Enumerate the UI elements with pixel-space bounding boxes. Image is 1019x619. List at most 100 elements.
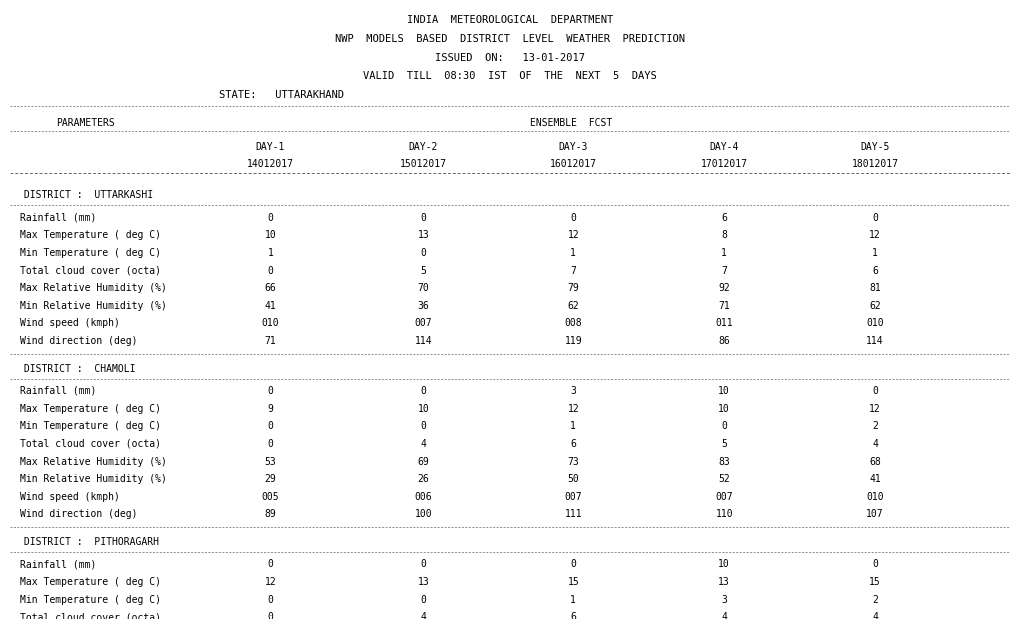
Text: 62: 62 xyxy=(868,301,880,311)
Text: 71: 71 xyxy=(717,301,730,311)
Text: 0: 0 xyxy=(267,595,273,605)
Text: 50: 50 xyxy=(567,474,579,484)
Text: 62: 62 xyxy=(567,301,579,311)
Text: 12: 12 xyxy=(567,404,579,413)
Text: INDIA  METEOROLOGICAL  DEPARTMENT: INDIA METEOROLOGICAL DEPARTMENT xyxy=(407,15,612,25)
Text: 7: 7 xyxy=(570,266,576,275)
Text: 70: 70 xyxy=(417,284,429,293)
Text: 119: 119 xyxy=(564,336,582,346)
Text: Wind speed (kmph): Wind speed (kmph) xyxy=(20,319,120,329)
Text: 86: 86 xyxy=(717,336,730,346)
Text: 010: 010 xyxy=(865,492,883,502)
Text: Min Relative Humidity (%): Min Relative Humidity (%) xyxy=(20,301,167,311)
Text: ENSEMBLE  FCST: ENSEMBLE FCST xyxy=(530,118,611,128)
Text: 29: 29 xyxy=(264,474,276,484)
Text: 0: 0 xyxy=(420,248,426,258)
Text: 4: 4 xyxy=(871,439,877,449)
Text: 83: 83 xyxy=(717,457,730,467)
Text: 0: 0 xyxy=(267,386,273,396)
Text: 6: 6 xyxy=(570,439,576,449)
Text: 68: 68 xyxy=(868,457,880,467)
Text: 10: 10 xyxy=(264,230,276,240)
Text: 0: 0 xyxy=(267,422,273,431)
Text: 13: 13 xyxy=(417,577,429,587)
Text: 0: 0 xyxy=(871,213,877,223)
Text: 0: 0 xyxy=(420,213,426,223)
Text: 114: 114 xyxy=(414,336,432,346)
Text: DAY-5: DAY-5 xyxy=(860,142,889,152)
Text: 52: 52 xyxy=(717,474,730,484)
Text: 3: 3 xyxy=(570,386,576,396)
Text: Min Temperature ( deg C): Min Temperature ( deg C) xyxy=(20,248,161,258)
Text: Wind direction (deg): Wind direction (deg) xyxy=(20,509,138,519)
Text: 0: 0 xyxy=(720,422,727,431)
Text: 6: 6 xyxy=(570,612,576,619)
Text: 26: 26 xyxy=(417,474,429,484)
Text: 1: 1 xyxy=(267,248,273,258)
Text: 0: 0 xyxy=(570,560,576,569)
Text: 6: 6 xyxy=(871,266,877,275)
Text: 4: 4 xyxy=(420,439,426,449)
Text: Min Temperature ( deg C): Min Temperature ( deg C) xyxy=(20,422,161,431)
Text: 6: 6 xyxy=(720,213,727,223)
Text: 2: 2 xyxy=(871,595,877,605)
Text: DAY-3: DAY-3 xyxy=(558,142,587,152)
Text: 8: 8 xyxy=(720,230,727,240)
Text: 0: 0 xyxy=(420,386,426,396)
Text: 4: 4 xyxy=(420,612,426,619)
Text: Max Relative Humidity (%): Max Relative Humidity (%) xyxy=(20,284,167,293)
Text: 89: 89 xyxy=(264,509,276,519)
Text: 1: 1 xyxy=(720,248,727,258)
Text: STATE:   UTTARAKHAND: STATE: UTTARAKHAND xyxy=(219,90,344,100)
Text: 007: 007 xyxy=(714,492,733,502)
Text: Rainfall (mm): Rainfall (mm) xyxy=(20,386,97,396)
Text: 4: 4 xyxy=(871,612,877,619)
Text: 3: 3 xyxy=(720,595,727,605)
Text: 73: 73 xyxy=(567,457,579,467)
Text: 011: 011 xyxy=(714,319,733,329)
Text: 36: 36 xyxy=(417,301,429,311)
Text: 010: 010 xyxy=(865,319,883,329)
Text: 18012017: 18012017 xyxy=(851,160,898,170)
Text: 007: 007 xyxy=(414,319,432,329)
Text: 0: 0 xyxy=(420,422,426,431)
Text: 010: 010 xyxy=(261,319,279,329)
Text: 4: 4 xyxy=(720,612,727,619)
Text: 13: 13 xyxy=(417,230,429,240)
Text: 5: 5 xyxy=(720,439,727,449)
Text: 2: 2 xyxy=(871,422,877,431)
Text: Min Temperature ( deg C): Min Temperature ( deg C) xyxy=(20,595,161,605)
Text: ISSUED  ON:   13-01-2017: ISSUED ON: 13-01-2017 xyxy=(434,53,585,63)
Text: 0: 0 xyxy=(570,213,576,223)
Text: VALID  TILL  08:30  IST  OF  THE  NEXT  5  DAYS: VALID TILL 08:30 IST OF THE NEXT 5 DAYS xyxy=(363,71,656,81)
Text: 0: 0 xyxy=(420,595,426,605)
Text: Max Temperature ( deg C): Max Temperature ( deg C) xyxy=(20,404,161,413)
Text: 66: 66 xyxy=(264,284,276,293)
Text: 110: 110 xyxy=(714,509,733,519)
Text: 17012017: 17012017 xyxy=(700,160,747,170)
Text: 0: 0 xyxy=(871,386,877,396)
Text: 007: 007 xyxy=(564,492,582,502)
Text: 006: 006 xyxy=(414,492,432,502)
Text: 79: 79 xyxy=(567,284,579,293)
Text: DISTRICT :  UTTARKASHI: DISTRICT : UTTARKASHI xyxy=(18,191,153,201)
Text: 7: 7 xyxy=(720,266,727,275)
Text: Wind speed (kmph): Wind speed (kmph) xyxy=(20,492,120,502)
Text: 12: 12 xyxy=(868,404,880,413)
Text: DISTRICT :  CHAMOLI: DISTRICT : CHAMOLI xyxy=(18,364,136,374)
Text: 13: 13 xyxy=(717,577,730,587)
Text: 16012017: 16012017 xyxy=(549,160,596,170)
Text: 0: 0 xyxy=(267,213,273,223)
Text: 1: 1 xyxy=(871,248,877,258)
Text: 69: 69 xyxy=(417,457,429,467)
Text: 0: 0 xyxy=(267,560,273,569)
Text: DAY-1: DAY-1 xyxy=(256,142,284,152)
Text: 1: 1 xyxy=(570,422,576,431)
Text: Total cloud cover (octa): Total cloud cover (octa) xyxy=(20,266,161,275)
Text: 100: 100 xyxy=(414,509,432,519)
Text: 10: 10 xyxy=(417,404,429,413)
Text: Wind direction (deg): Wind direction (deg) xyxy=(20,336,138,346)
Text: 15: 15 xyxy=(868,577,880,587)
Text: 1: 1 xyxy=(570,248,576,258)
Text: 81: 81 xyxy=(868,284,880,293)
